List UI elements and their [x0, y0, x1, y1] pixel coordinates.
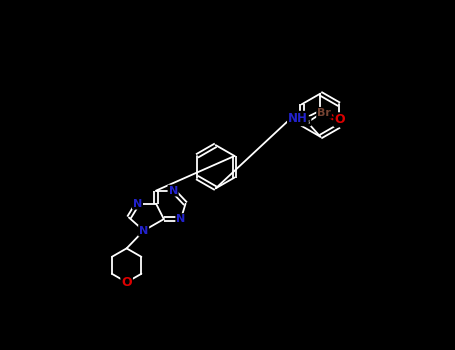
Text: N: N [168, 186, 178, 196]
Text: N: N [133, 199, 142, 209]
Text: Br: Br [317, 108, 331, 118]
Text: CH₃: CH₃ [293, 117, 311, 126]
Text: N: N [139, 226, 148, 236]
Text: N: N [176, 214, 186, 224]
Text: O: O [334, 113, 345, 126]
Text: NH: NH [288, 112, 308, 125]
Text: O: O [121, 276, 132, 289]
